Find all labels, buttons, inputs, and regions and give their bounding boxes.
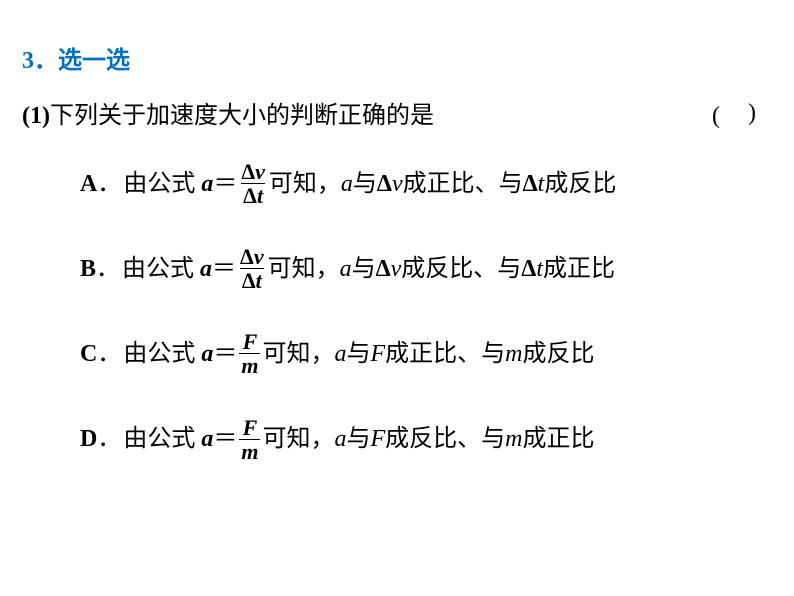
question-stem-line: (1)下列关于加速度大小的判断正确的是 ( (20, 95, 774, 130)
question-stem: (1)下列关于加速度大小的判断正确的是 (22, 95, 434, 130)
option-b-label: B (80, 257, 96, 281)
question-number: (1) (22, 103, 50, 129)
option-a-label: A (80, 172, 97, 196)
question-text: 下列关于加速度大小的判断正确的是 (50, 103, 434, 129)
answer-paren-close: ) (748, 100, 756, 127)
option-d-label: D (80, 427, 97, 451)
fraction-b: Δv Δt (238, 245, 266, 292)
section-title-text: 选一选 (58, 48, 130, 74)
option-b: B． 由公式 a＝ Δv Δt 可知， a 与 Δv 成反比、与 Δt 成正比 (80, 245, 774, 292)
section-number: 3 (22, 48, 34, 74)
option-c-label: C (80, 342, 97, 366)
fraction-c: F m (239, 330, 260, 377)
section-title: 3．选一选 (20, 40, 774, 75)
option-a: A． 由公式 a＝ Δv Δt 可知， a 与 Δv 成正比、与 Δt 成反比 (80, 160, 774, 207)
fraction-a: Δv Δt (239, 160, 267, 207)
option-c: C． 由公式 a＝ F m 可知， a 与 F 成正比、与 m 成反比 (80, 330, 774, 377)
fraction-d: F m (239, 416, 260, 463)
options-list: A． 由公式 a＝ Δv Δt 可知， a 与 Δv 成正比、与 Δt 成反比 … (20, 160, 774, 463)
option-d: D． 由公式 a＝ F m 可知， a 与 F 成反比、与 m 成正比 (80, 416, 774, 463)
answer-paren: ( (712, 103, 774, 130)
